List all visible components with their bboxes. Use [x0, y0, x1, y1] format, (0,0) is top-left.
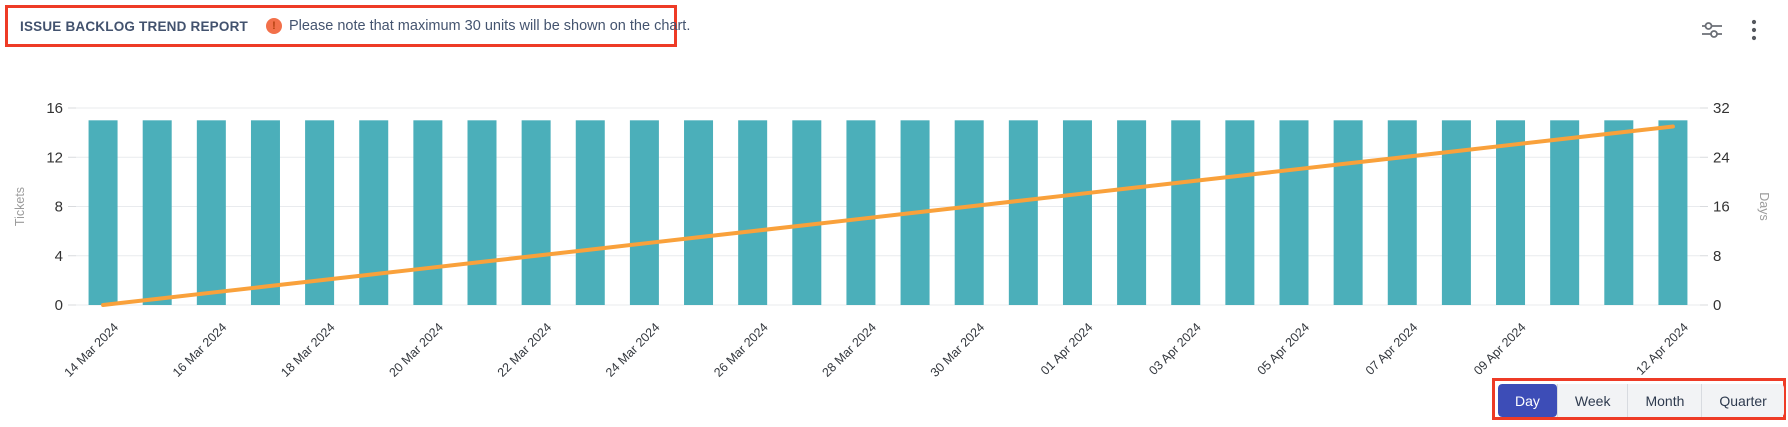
bar-04 Apr 2024[interactable] [1225, 120, 1255, 305]
right-axis-tick-label: 8 [1713, 248, 1721, 265]
bar-27 Mar 2024[interactable] [792, 120, 822, 305]
range-button-month[interactable]: Month [1627, 384, 1701, 417]
right-axis-title: Days [1757, 192, 1771, 220]
left-axis-tick-label: 0 [55, 297, 63, 314]
x-axis-label: 14 Mar 2024 [62, 320, 122, 380]
left-axis-tick-label: 4 [55, 248, 63, 265]
bar-15 Mar 2024[interactable] [142, 120, 172, 305]
bar-18 Mar 2024[interactable] [305, 120, 335, 305]
right-axis-tick-label: 16 [1713, 199, 1730, 216]
x-axis-label: 01 Apr 2024 [1038, 320, 1096, 378]
left-axis-title: Tickets [13, 187, 27, 226]
bar-24 Mar 2024[interactable] [629, 120, 659, 305]
left-axis-tick-label: 16 [46, 100, 63, 117]
bar-23 Mar 2024[interactable] [575, 120, 605, 305]
left-axis-tick-label: 8 [55, 199, 63, 216]
warning-circle-icon: ! [265, 18, 282, 34]
bar-28 Mar 2024[interactable] [846, 120, 876, 305]
bar-22 Mar 2024[interactable] [521, 120, 551, 305]
range-button-quarter[interactable]: Quarter [1701, 384, 1783, 417]
range-button-day[interactable]: Day [1498, 384, 1557, 417]
range-button-week[interactable]: Week [1556, 384, 1628, 417]
bar-07 Apr 2024[interactable] [1387, 120, 1417, 305]
bar-30 Mar 2024[interactable] [954, 120, 984, 305]
bar-25 Mar 2024[interactable] [684, 120, 714, 305]
x-axis-label: 20 Mar 2024 [386, 320, 446, 380]
left-axis-tick-label: 12 [46, 149, 63, 166]
x-axis-label: 05 Apr 2024 [1255, 320, 1313, 378]
filter-sliders-icon[interactable] [1700, 18, 1724, 42]
trend-line [101, 124, 1675, 307]
bar-17 Mar 2024[interactable] [250, 120, 280, 305]
bar-11 Apr 2024[interactable] [1604, 120, 1634, 305]
kebab-menu-icon[interactable] [1742, 18, 1766, 42]
right-axis-tick-label: 0 [1713, 297, 1721, 314]
right-axis-tick-label: 32 [1713, 100, 1730, 117]
right-axis-tick-label: 24 [1713, 149, 1730, 166]
bar-10 Apr 2024[interactable] [1550, 120, 1580, 305]
chart-toolbar [1700, 18, 1766, 42]
bar-26 Mar 2024[interactable] [738, 120, 768, 305]
x-axis-label: 18 Mar 2024 [278, 320, 338, 380]
report-header-annotation: ISSUE BACKLOG TREND REPORT ! Please note… [5, 5, 690, 47]
bar-01 Apr 2024[interactable] [1062, 120, 1092, 305]
x-axis-label: 30 Mar 2024 [928, 320, 988, 380]
bar-21 Mar 2024[interactable] [467, 120, 497, 305]
range-selector: Day Week Month Quarter [1498, 384, 1784, 417]
chart-limit-note: ! Please note that maximum 30 units will… [265, 18, 691, 34]
bar-16 Mar 2024[interactable] [196, 120, 226, 305]
bar-12 Apr 2024[interactable] [1658, 120, 1688, 305]
bar-09 Apr 2024[interactable] [1496, 120, 1526, 305]
x-axis-label: 03 Apr 2024 [1146, 320, 1204, 378]
bar-20 Mar 2024[interactable] [413, 120, 443, 305]
x-axis-label: 16 Mar 2024 [170, 320, 230, 380]
x-axis-label: 24 Mar 2024 [603, 320, 663, 380]
bar-05 Apr 2024[interactable] [1279, 120, 1309, 305]
x-axis-label: 26 Mar 2024 [711, 320, 771, 380]
x-axis-label: 09 Apr 2024 [1471, 320, 1529, 378]
bar-02 Apr 2024[interactable] [1117, 120, 1147, 305]
page-title: ISSUE BACKLOG TREND REPORT [20, 18, 248, 34]
bar-14 Mar 2024[interactable] [88, 120, 118, 305]
x-axis-label: 28 Mar 2024 [820, 320, 880, 380]
range-selector-annotation [1492, 378, 1786, 420]
x-axis-label: 22 Mar 2024 [495, 320, 555, 380]
x-axis-label: 07 Apr 2024 [1363, 320, 1421, 378]
bar-06 Apr 2024[interactable] [1333, 120, 1363, 305]
x-axis-label: 12 Apr 2024 [1633, 320, 1691, 378]
bar-31 Mar 2024[interactable] [1008, 120, 1038, 305]
bar-03 Apr 2024[interactable] [1171, 120, 1201, 305]
issue-backlog-trend-chart: 0 4 8 12 16 0 8 16 24 32 Tickets Days 14 Mar 2024 16 … [13, 100, 1771, 380]
note-text: Please note that maximum 30 units will b… [288, 18, 691, 34]
